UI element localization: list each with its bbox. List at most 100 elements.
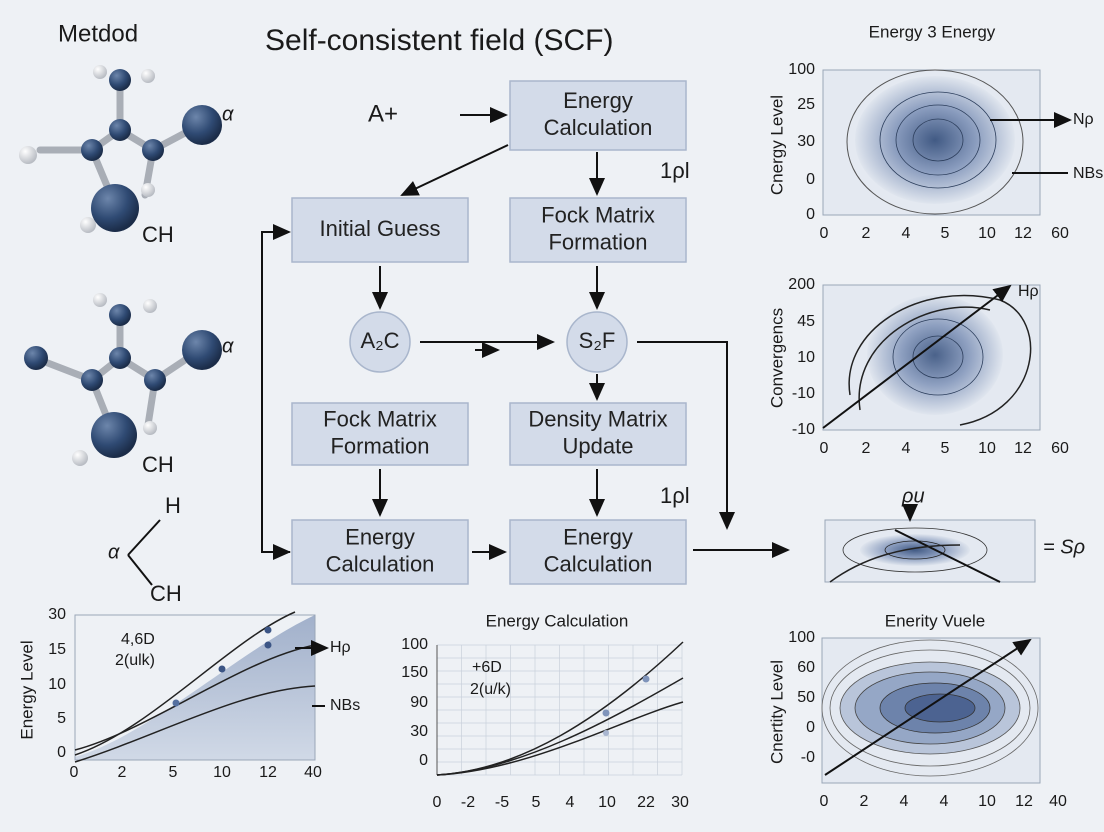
y-axis-label: Energy Level [17,640,36,739]
annotation: +6D [472,659,502,676]
node-label: Calculation [326,551,435,576]
panel-title: Energy Calculation [486,611,629,630]
node-label: S₂F [579,328,616,353]
y-axis-label: Cnergy Level [767,95,786,195]
y-tick-label: 15 [48,641,66,658]
molecule-label: α [108,541,120,563]
molecule-label: α [222,103,234,125]
method-label: Metdod [58,20,138,47]
molecule-label: CH [142,452,174,477]
annotation: 2(u/k) [470,681,511,698]
y-tick-label: 45 [797,313,815,330]
y-tick-label: -10 [792,385,815,402]
y-tick-label: 0 [806,719,815,736]
flow-node [291,519,469,585]
x-tick-label: 12 [1015,793,1033,810]
node-label: Calculation [544,115,653,140]
y-tick-label: 30 [797,133,815,150]
x-tick-label: 22 [637,794,655,811]
flow-node [509,80,687,151]
y-tick-label: 10 [48,676,66,693]
y-tick-label: -0 [801,749,815,766]
flow-label: 1ρl [660,158,690,183]
y-tick-label: 30 [410,723,428,740]
x-tick-label: 4 [900,793,909,810]
y-axis-label: Convergencs [767,308,786,408]
annotation: Hρ [1018,283,1039,300]
annotation: NBs [330,697,360,714]
flow-node [291,197,469,263]
node-label: Energy [345,524,415,549]
y-tick-label: 0 [419,752,428,769]
bond [127,519,161,556]
y-tick-label: 5 [57,710,66,727]
flow-node [509,519,687,585]
y-tick-label: 200 [788,276,815,293]
x-tick-label: 10 [598,794,616,811]
panel-title: Enerity Vuele [885,611,985,630]
y-tick-label: 10 [797,349,815,366]
flow-node [566,311,628,373]
x-tick-label: 4 [566,794,575,811]
molecule [24,293,222,466]
x-tick-label: 5 [532,794,541,811]
contour-plot [822,69,1072,216]
y-tick-label: 25 [797,96,815,113]
node-label: Fock Matrix [323,406,437,431]
x-tick-label: 10 [978,225,996,242]
flow-label: 1ρl [660,483,690,508]
x-tick-label: 5 [941,440,950,457]
node-label: Density Matrix [528,406,667,431]
x-tick-label: 0 [820,793,829,810]
y-tick-label: -10 [792,421,815,438]
annotation: NBs [1073,165,1103,182]
x-tick-label: 2 [862,225,871,242]
annotation: ρu [901,485,925,507]
y-tick-label: 0 [806,171,815,188]
x-tick-label: 12 [1014,225,1032,242]
x-tick-label: 60 [1051,440,1069,457]
line-plot [436,641,684,776]
y-tick-label: 90 [410,694,428,711]
x-tick-label: -2 [461,794,475,811]
contour-plot [822,284,1041,431]
x-tick-label: 30 [671,794,689,811]
y-tick-label: 60 [797,659,815,676]
molecule [19,65,222,233]
x-tick-label: 10 [978,440,996,457]
annotation: Nρ [1073,111,1094,128]
x-tick-label: 40 [304,764,322,781]
x-tick-label: 5 [169,764,178,781]
node-label: Fock Matrix [541,202,655,227]
node-label: Calculation [544,551,653,576]
flow-node [349,311,411,373]
panel-title: Energy 3 Energy [869,22,996,41]
x-tick-label: 12 [1014,440,1032,457]
x-tick-label: 10 [213,764,231,781]
x-tick-label: 12 [259,764,277,781]
molecule-label: CH [142,222,174,247]
node-label: Energy [563,88,633,113]
x-tick-label: 2 [118,764,127,781]
x-tick-label: 4 [902,440,911,457]
x-tick-label: 40 [1049,793,1067,810]
x-tick-label: 0 [820,440,829,457]
x-tick-label: 60 [1051,225,1069,242]
x-tick-label: 4 [902,225,911,242]
flow-node [509,402,687,466]
y-tick-label: 0 [806,206,815,223]
node-label: A₂C [360,328,399,353]
y-axis-label: Cnertity Level [767,660,786,764]
flow-node [509,197,687,263]
y-tick-label: 100 [788,629,815,646]
annotation: 4,6D [121,631,155,648]
annotation: 2(ulk) [115,652,155,669]
x-tick-label: 4 [940,793,949,810]
y-tick-label: 150 [401,664,428,681]
x-tick-label: -5 [495,794,509,811]
contour-plot [821,637,1041,784]
x-tick-label: 5 [941,225,950,242]
molecule-label: H [165,493,181,518]
bond [127,554,153,586]
